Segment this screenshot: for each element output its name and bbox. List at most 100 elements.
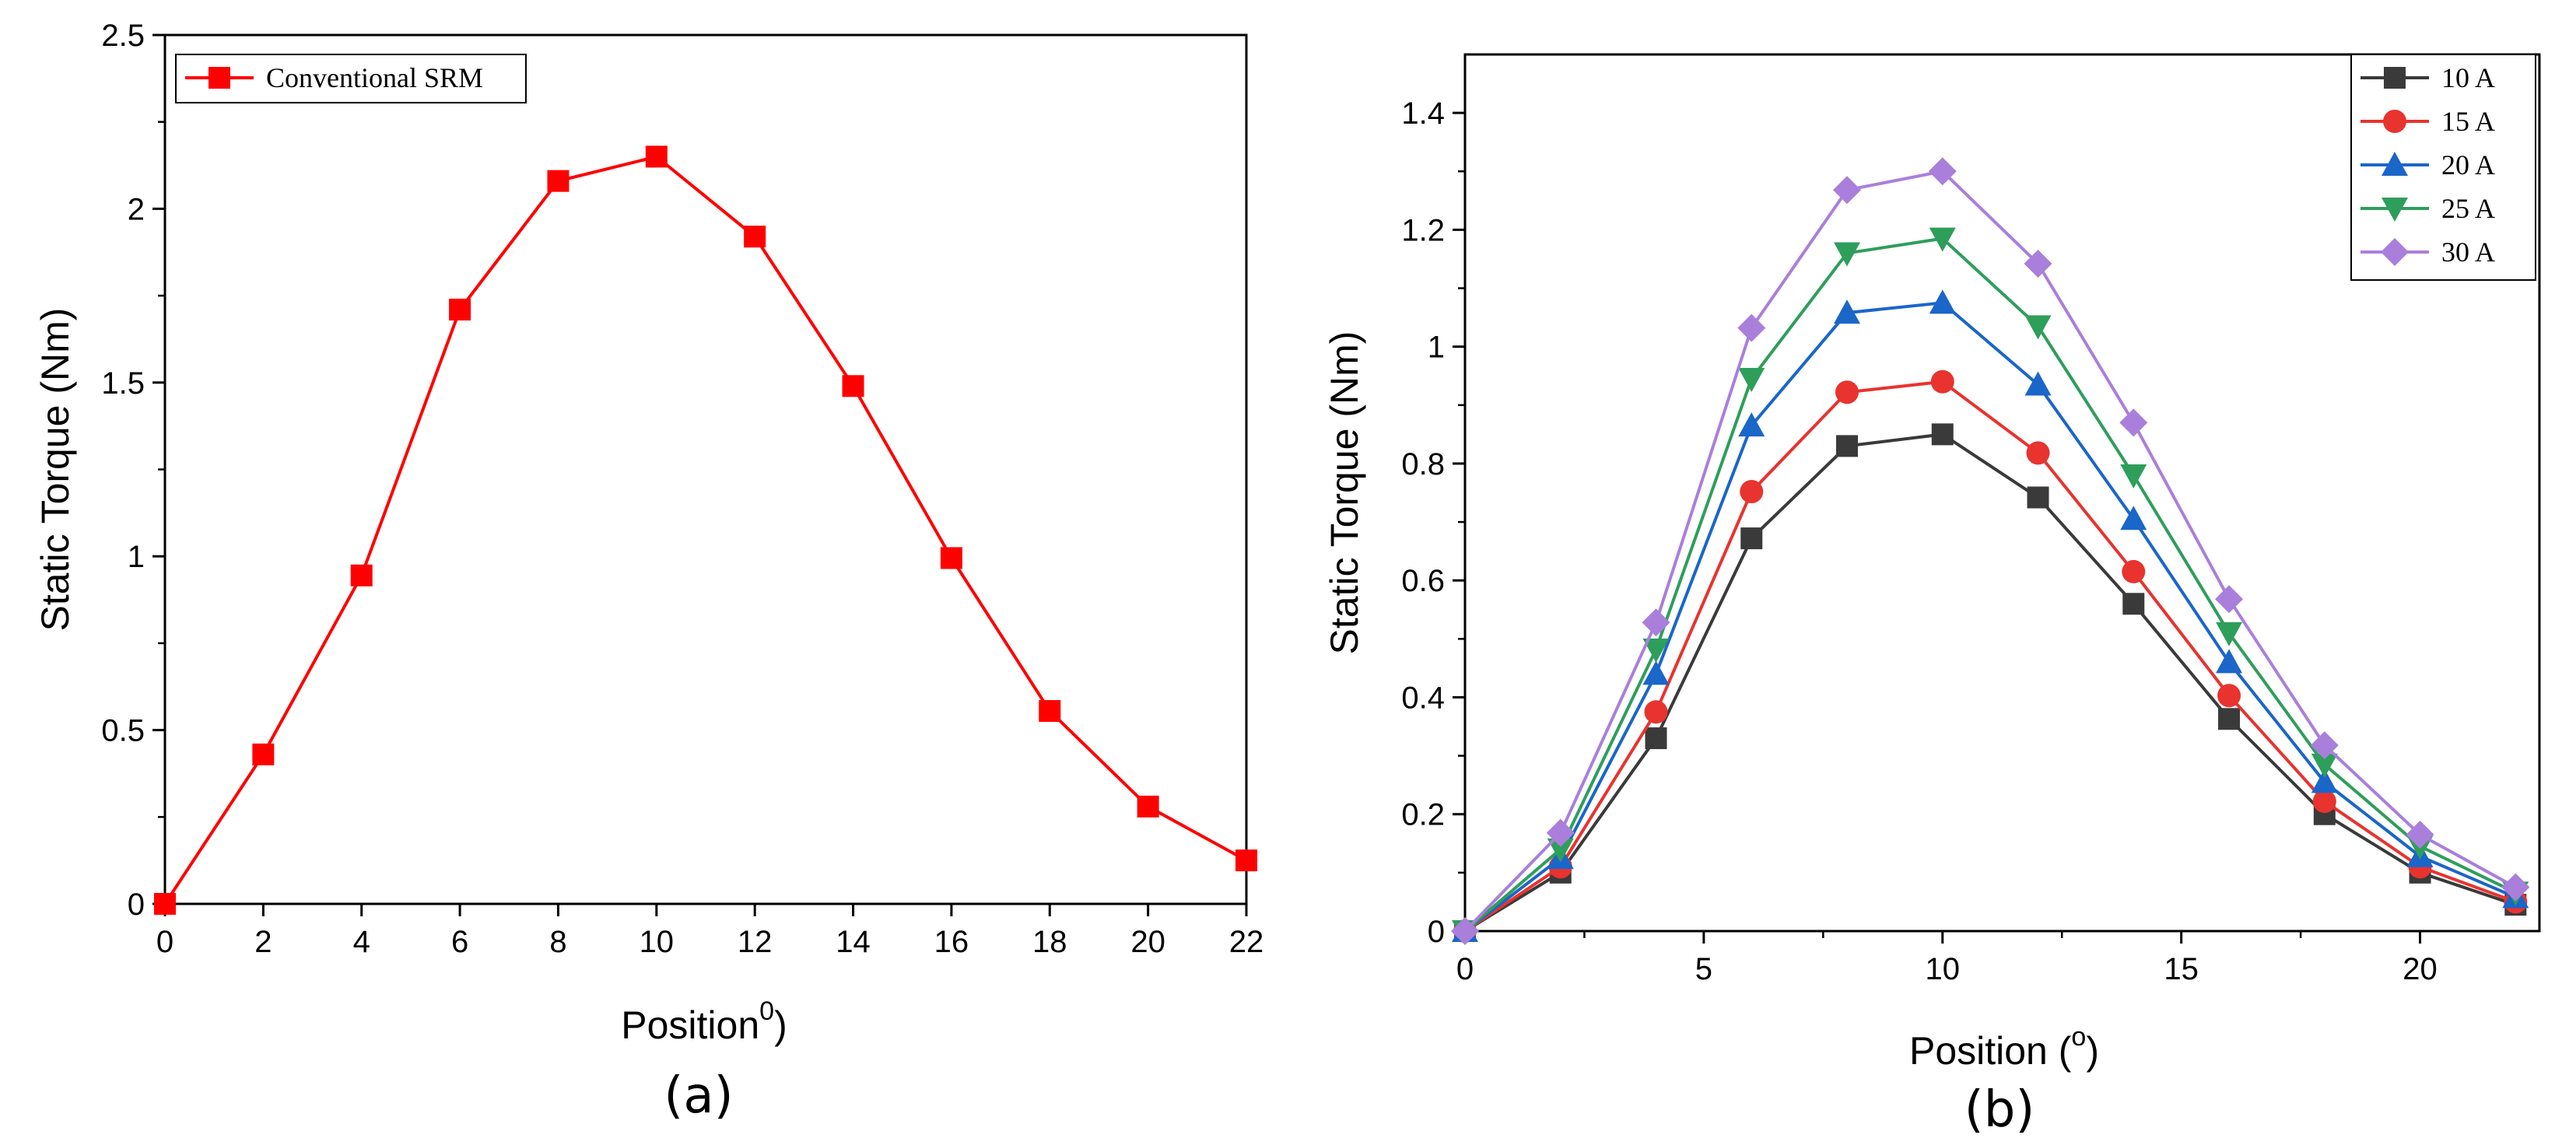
legend-marker: [2383, 110, 2406, 133]
data-point: [1642, 638, 1670, 663]
data-point: [2216, 622, 2243, 646]
data-point: [2026, 441, 2050, 465]
panel-label: (b): [1964, 1081, 2035, 1139]
data-point: [1834, 242, 1861, 267]
data-point: [1836, 435, 1859, 457]
y-tick-label: 1.2: [1401, 213, 1445, 247]
x-axis-title-close: ): [774, 1003, 787, 1047]
legend-label: 10 A: [2441, 62, 2495, 93]
data-point: [842, 375, 864, 397]
data-point: [1645, 727, 1667, 750]
x-tick-label: 5: [1695, 952, 1712, 986]
data-point: [2122, 593, 2145, 615]
series-20-a: [1452, 289, 2529, 942]
data-point: [744, 226, 766, 248]
x-tick-label: 0: [156, 925, 173, 959]
data-point: [2311, 753, 2338, 778]
series-10-a: [1454, 423, 2527, 942]
data-point: [449, 298, 471, 320]
y-tick-label: 0.4: [1401, 681, 1445, 715]
data-point: [2217, 684, 2241, 708]
series-line: [1463, 170, 2517, 933]
data-point: [1740, 479, 1764, 503]
legend-marker: [2381, 198, 2408, 222]
series-line: [1463, 432, 2516, 933]
x-tick-label: 18: [1032, 925, 1067, 959]
data-point: [645, 145, 668, 168]
data-point: [1642, 660, 1670, 685]
data-point: [1740, 527, 1763, 550]
x-tick-label: 0: [1456, 952, 1474, 986]
data-point: [2024, 315, 2052, 340]
data-point: [2120, 464, 2147, 488]
y-tick-label: 0.2: [1401, 798, 1445, 832]
series-15-a: [1453, 369, 2528, 943]
legend-marker: [2381, 152, 2408, 176]
legend-label: 30 A: [2441, 236, 2495, 268]
legend-marker: [2381, 238, 2409, 266]
x-tick-label: 22: [1229, 925, 1264, 959]
y-tick-label: 2.5: [101, 19, 145, 53]
y-tick-label: 1.4: [1401, 96, 1445, 131]
y-tick-label: 1.5: [101, 366, 145, 401]
data-point: [2501, 873, 2530, 902]
x-tick-label: 8: [549, 925, 566, 959]
y-tick-label: 0: [128, 888, 145, 922]
data-point: [1644, 700, 1668, 724]
y-tick-label: 0.5: [101, 714, 145, 748]
x-tick-label: 6: [451, 925, 468, 959]
legend-marker: [2384, 67, 2406, 89]
data-point: [154, 893, 176, 915]
data-point: [1546, 818, 1575, 847]
data-point: [2027, 486, 2049, 509]
y-tick-label: 0.6: [1401, 564, 1445, 598]
data-point: [2216, 649, 2243, 674]
series-line: [1463, 236, 2517, 933]
x-tick-label: 15: [2164, 952, 2199, 986]
x-tick-label: 20: [1130, 925, 1165, 959]
x-tick-label: 12: [738, 925, 773, 959]
series-line: [1463, 301, 2517, 933]
data-point: [2312, 790, 2336, 814]
x-tick-label: 10: [1926, 952, 1961, 986]
x-axis-title-main: Position (: [1909, 1029, 2072, 1073]
x-tick-label: 4: [353, 925, 370, 959]
data-point: [2310, 731, 2339, 760]
data-point: [2119, 408, 2148, 437]
legend-label: Conventional SRM: [266, 62, 483, 93]
data-point: [2218, 708, 2241, 730]
data-point: [940, 547, 962, 569]
x-axis-title-close: ): [2086, 1029, 2099, 1073]
y-tick-label: 2: [128, 192, 145, 226]
data-point: [2024, 371, 2052, 396]
data-point: [1929, 289, 1956, 314]
data-point: [1834, 299, 1861, 324]
data-point: [1137, 795, 1159, 818]
x-tick-label: 2: [254, 925, 272, 959]
data-point: [1738, 367, 1765, 392]
data-point: [1039, 700, 1061, 723]
legend-label: 20 A: [2441, 149, 2495, 180]
data-point: [1451, 917, 1479, 945]
y-axis-title: Static Torque (Nm): [1323, 331, 1366, 655]
series-line: [163, 155, 1247, 905]
data-point: [1642, 608, 1670, 637]
legend-label: 25 A: [2441, 193, 2495, 224]
x-axis-title-main: Position: [621, 1003, 759, 1047]
data-point: [1930, 369, 1954, 394]
data-point: [1928, 157, 1957, 186]
data-point: [2406, 821, 2434, 849]
y-tick-label: 0: [1428, 915, 1445, 949]
data-point: [1547, 838, 1574, 863]
series-conventional-srm: [154, 145, 1257, 915]
y-tick-label: 1: [1428, 331, 1445, 365]
y-axis-title: Static Torque (Nm): [33, 308, 77, 632]
x-axis-title-sup: 0: [759, 996, 774, 1026]
x-axis-title: Position (o): [1909, 1022, 2099, 1073]
data-point: [2122, 559, 2146, 583]
chart-panel-a: 0 2 4 6 8 10 12 14 16 18 20 22 0 0.5 1 1.5 2 2.5 Conventio…: [33, 19, 1263, 1125]
data-point: [1929, 227, 1956, 252]
data-point: [1235, 849, 1257, 872]
data-point: [2024, 249, 2052, 278]
